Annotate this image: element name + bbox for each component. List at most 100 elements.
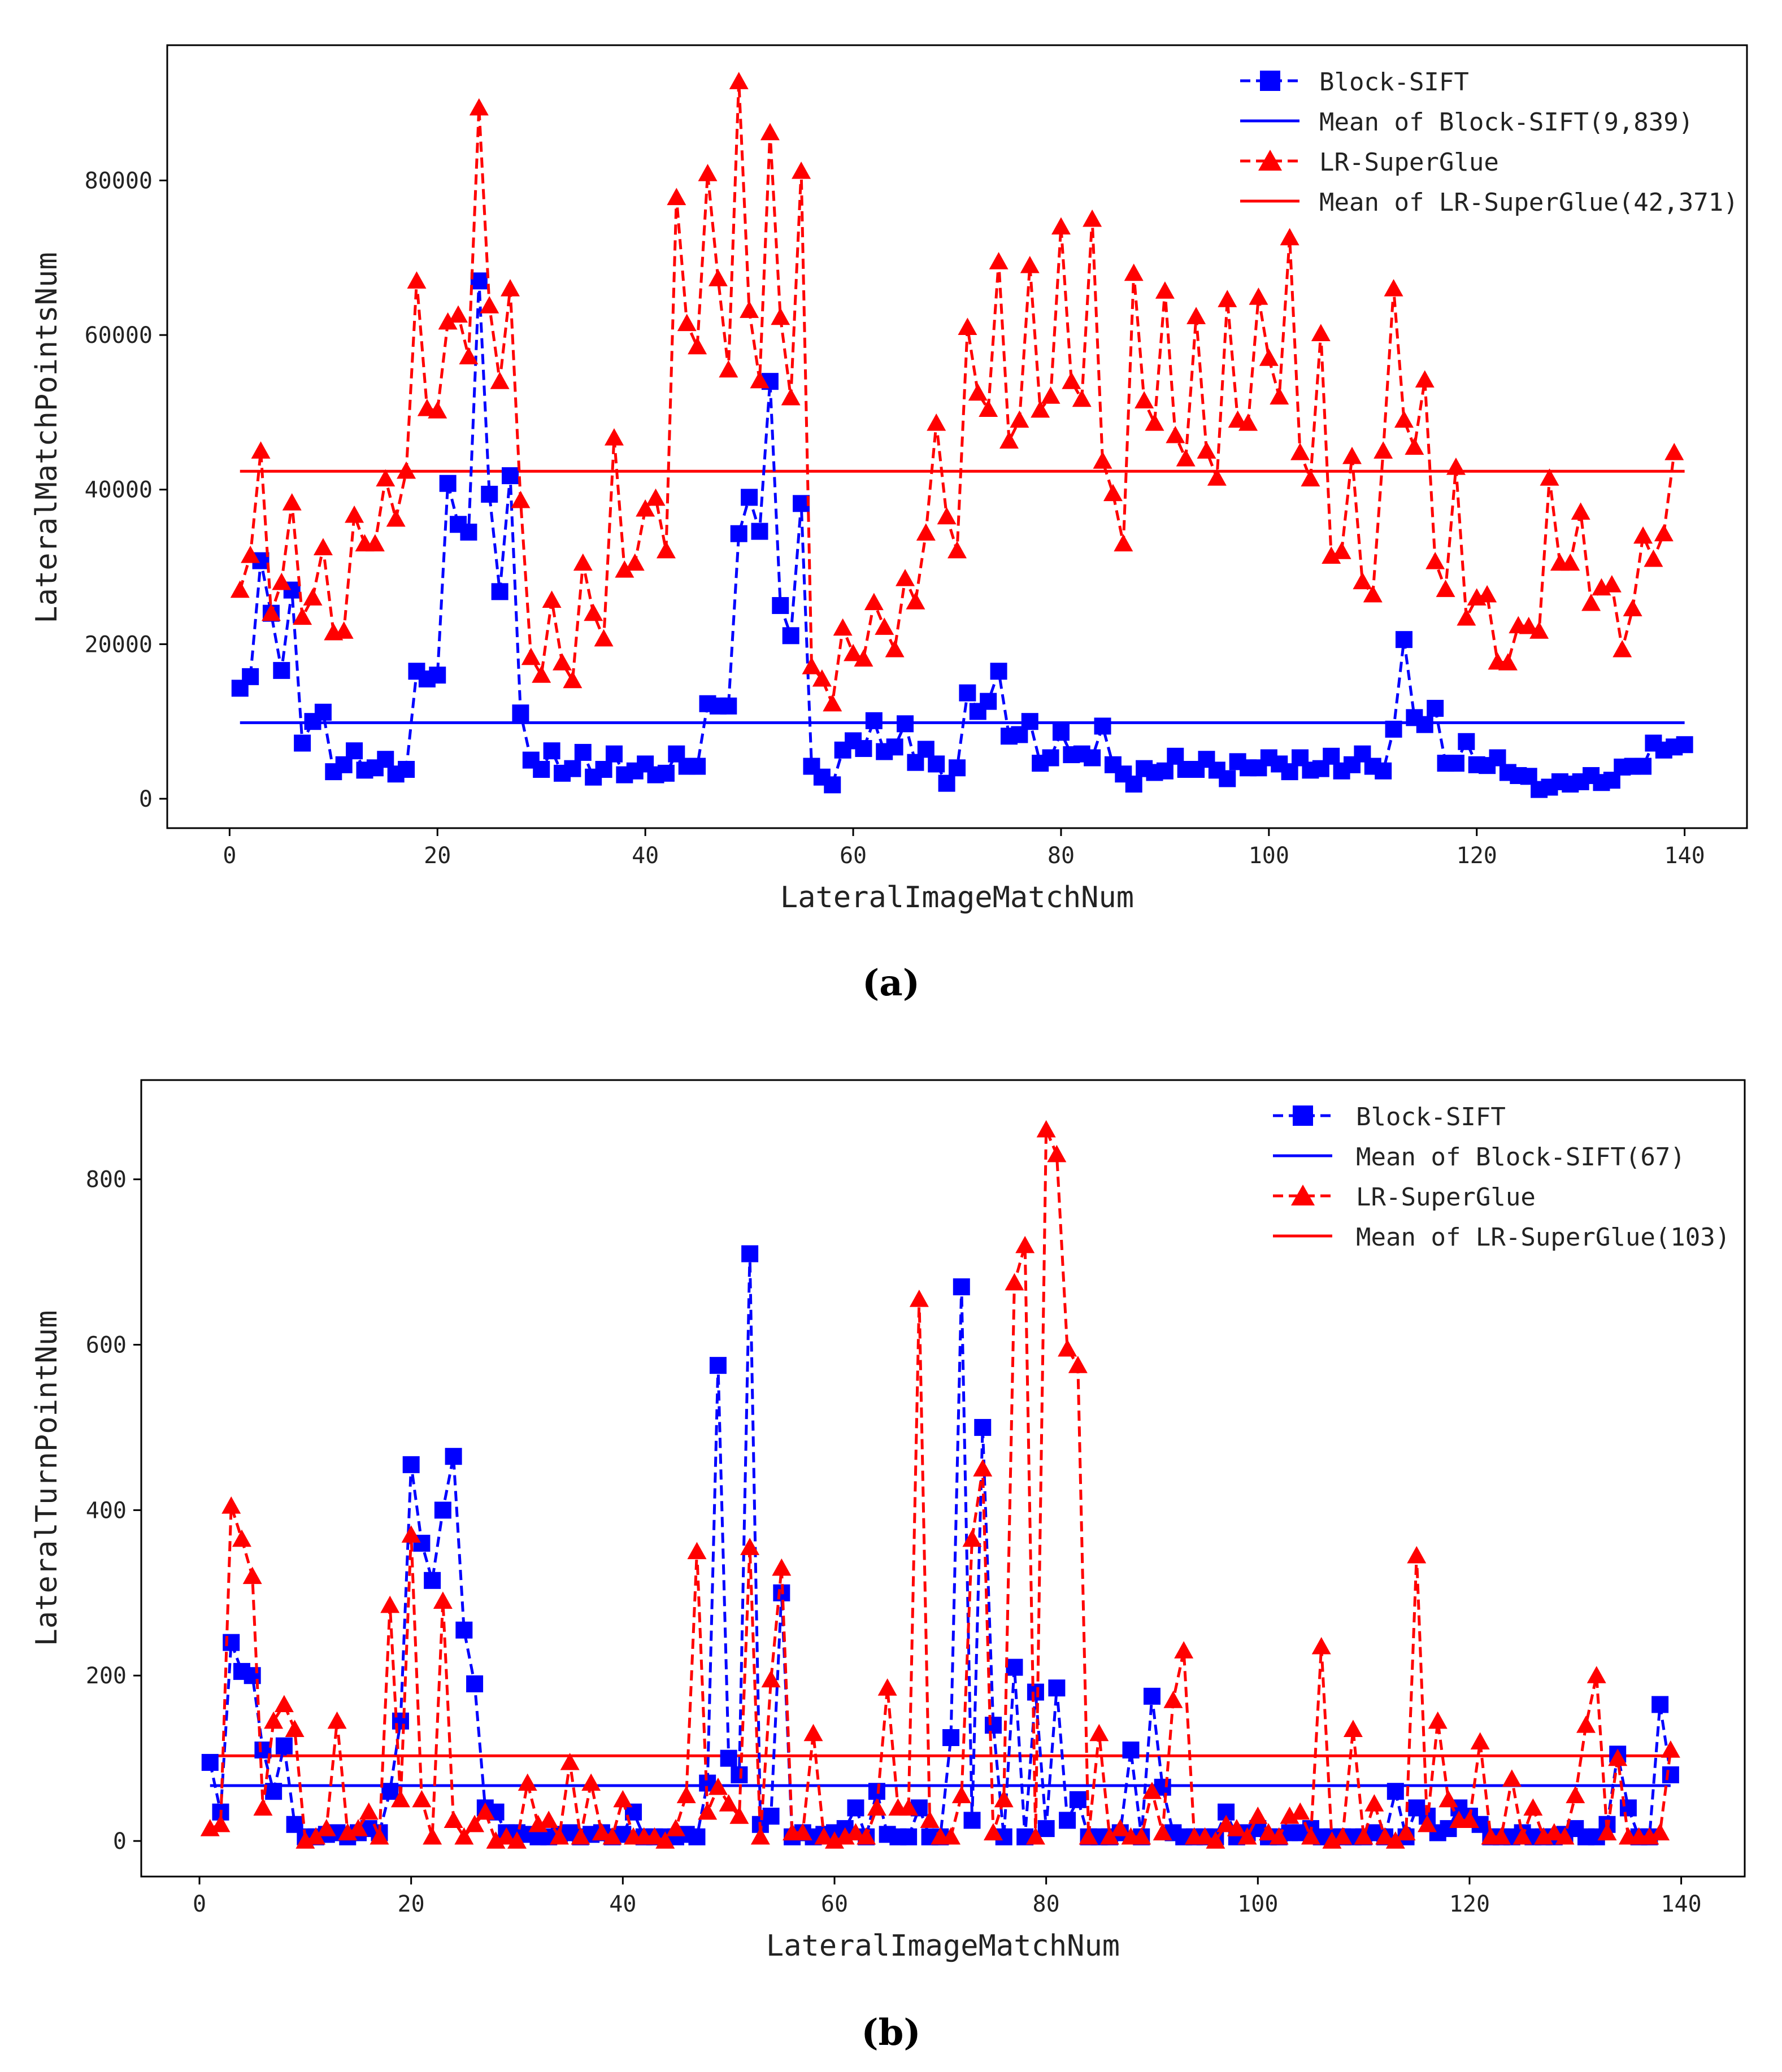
data-point-lr-superglue — [1301, 1827, 1320, 1845]
data-point-lr-superglue — [677, 314, 697, 332]
data-point-lr-superglue — [1396, 1823, 1416, 1840]
data-point-block-sift — [512, 704, 529, 722]
data-point-block-sift — [990, 663, 1007, 680]
data-point-block-sift — [439, 475, 457, 492]
data-point-lr-superglue — [1207, 468, 1227, 486]
data-point-lr-superglue — [750, 371, 770, 389]
data-point-block-sift — [595, 761, 612, 778]
data-point-lr-superglue — [1623, 599, 1642, 617]
data-point-lr-superglue — [708, 269, 728, 286]
data-point-lr-superglue — [1197, 441, 1216, 459]
legend-lr-superglue-mean-label-b: Mean of LR-SuperGlue(103) — [1356, 1223, 1730, 1252]
data-point-block-sift — [741, 1245, 759, 1263]
data-point-lr-superglue — [264, 1711, 284, 1729]
data-point-lr-superglue — [1089, 1723, 1109, 1742]
data-point-lr-superglue — [877, 1678, 897, 1696]
data-point-block-sift — [1323, 747, 1340, 765]
x-tick-label: 140 — [1664, 843, 1705, 869]
data-point-block-sift — [720, 1749, 737, 1767]
data-point-lr-superglue — [581, 1773, 601, 1791]
data-point-block-sift — [959, 684, 976, 702]
data-point-lr-superglue — [864, 593, 884, 611]
data-point-lr-superglue — [875, 617, 894, 635]
panel-a-axis-ticks: 0 20 40 60 80 100 120 140 0 20000 40000 60000 80000 — [85, 168, 1705, 869]
data-point-lr-superglue — [1512, 1827, 1532, 1845]
data-point-block-sift — [1489, 749, 1506, 767]
data-point-lr-superglue — [1343, 1720, 1363, 1737]
data-point-lr-superglue — [1502, 1769, 1522, 1787]
data-point-lr-superglue — [454, 1827, 474, 1845]
data-point-lr-superglue — [771, 307, 790, 325]
x-tick-label: 40 — [632, 843, 659, 869]
data-point-block-sift — [731, 1766, 748, 1783]
x-tick-label: 40 — [609, 1891, 636, 1917]
data-point-block-sift — [751, 523, 768, 540]
data-point-lr-superglue — [370, 1827, 389, 1845]
data-point-block-sift — [1042, 749, 1059, 767]
x-tick-label: 100 — [1249, 843, 1289, 869]
data-point-lr-superglue — [1650, 1823, 1670, 1840]
data-point-block-sift — [275, 1737, 293, 1755]
data-point-block-sift — [346, 742, 363, 760]
data-point-block-sift — [980, 693, 997, 710]
data-point-lr-superglue — [313, 538, 333, 555]
legend-lr-superglue-label: LR-SuperGlue — [1319, 148, 1499, 177]
data-point-block-sift — [1125, 776, 1142, 793]
data-point-lr-superglue — [1477, 585, 1497, 603]
data-point-lr-superglue — [1259, 349, 1279, 366]
data-point-lr-superglue — [867, 1798, 886, 1816]
data-point-lr-superglue — [1005, 1273, 1024, 1291]
data-point-lr-superglue — [1498, 653, 1518, 671]
data-point-block-sift — [1458, 733, 1475, 750]
data-point-lr-superglue — [951, 1786, 971, 1804]
x-tick-label: 100 — [1237, 1891, 1278, 1917]
data-point-lr-superglue — [760, 123, 780, 141]
data-point-lr-superglue — [490, 372, 510, 389]
data-point-lr-superglue — [604, 428, 624, 446]
data-point-lr-superglue — [571, 1827, 590, 1845]
data-point-block-sift — [294, 734, 311, 752]
data-point-lr-superglue — [1597, 1823, 1617, 1840]
data-point-block-sift — [533, 761, 550, 778]
data-point-lr-superglue — [844, 643, 863, 661]
data-point-block-sift — [897, 715, 914, 733]
data-point-block-sift — [1059, 1812, 1076, 1829]
y-tick-label: 80000 — [85, 168, 153, 194]
data-point-lr-superglue — [916, 523, 936, 541]
data-point-lr-superglue — [349, 1819, 368, 1836]
data-point-lr-superglue — [376, 469, 395, 487]
data-point-lr-superglue — [1633, 526, 1653, 544]
data-point-lr-superglue — [480, 296, 499, 314]
data-point-lr-superglue — [242, 1566, 262, 1585]
data-point-lr-superglue — [428, 401, 447, 419]
chart-panel-b: 0 20 40 60 80 100 120 140 0 200 400 600 800 LateralI… — [30, 1079, 1746, 2054]
data-point-lr-superglue — [1237, 1827, 1257, 1845]
data-point-lr-superglue — [896, 569, 915, 586]
panel-a-y-axis-label: LateralMatchPointsNum — [30, 252, 64, 623]
data-point-lr-superglue — [833, 618, 853, 636]
data-point-lr-superglue — [272, 572, 292, 590]
data-point-lr-superglue — [1153, 1823, 1172, 1840]
data-point-lr-superglue — [814, 1827, 834, 1845]
data-point-lr-superglue — [584, 603, 603, 621]
data-point-lr-superglue — [1425, 551, 1445, 569]
data-point-block-sift — [928, 755, 945, 773]
data-point-lr-superglue — [327, 1711, 347, 1729]
data-point-lr-superglue — [1561, 553, 1580, 571]
data-point-lr-superglue — [521, 647, 541, 665]
data-point-lr-superglue — [1015, 1235, 1035, 1253]
data-point-block-sift — [574, 743, 592, 761]
data-point-lr-superglue — [459, 347, 479, 364]
data-point-lr-superglue — [1415, 370, 1435, 388]
data-point-lr-superglue — [885, 639, 905, 658]
data-point-lr-superglue — [1407, 1546, 1427, 1564]
data-point-lr-superglue — [655, 1831, 675, 1849]
data-point-lr-superglue — [1654, 524, 1674, 542]
data-point-lr-superglue — [1166, 425, 1185, 443]
data-point-lr-superglue — [1249, 288, 1268, 305]
data-point-lr-superglue — [1290, 443, 1310, 460]
data-point-lr-superglue — [941, 1827, 961, 1845]
panel-a-x-axis-label: LateralImageMatchNum — [780, 881, 1134, 915]
data-point-lr-superglue — [1124, 263, 1144, 281]
data-point-lr-superglue — [1576, 1716, 1596, 1733]
